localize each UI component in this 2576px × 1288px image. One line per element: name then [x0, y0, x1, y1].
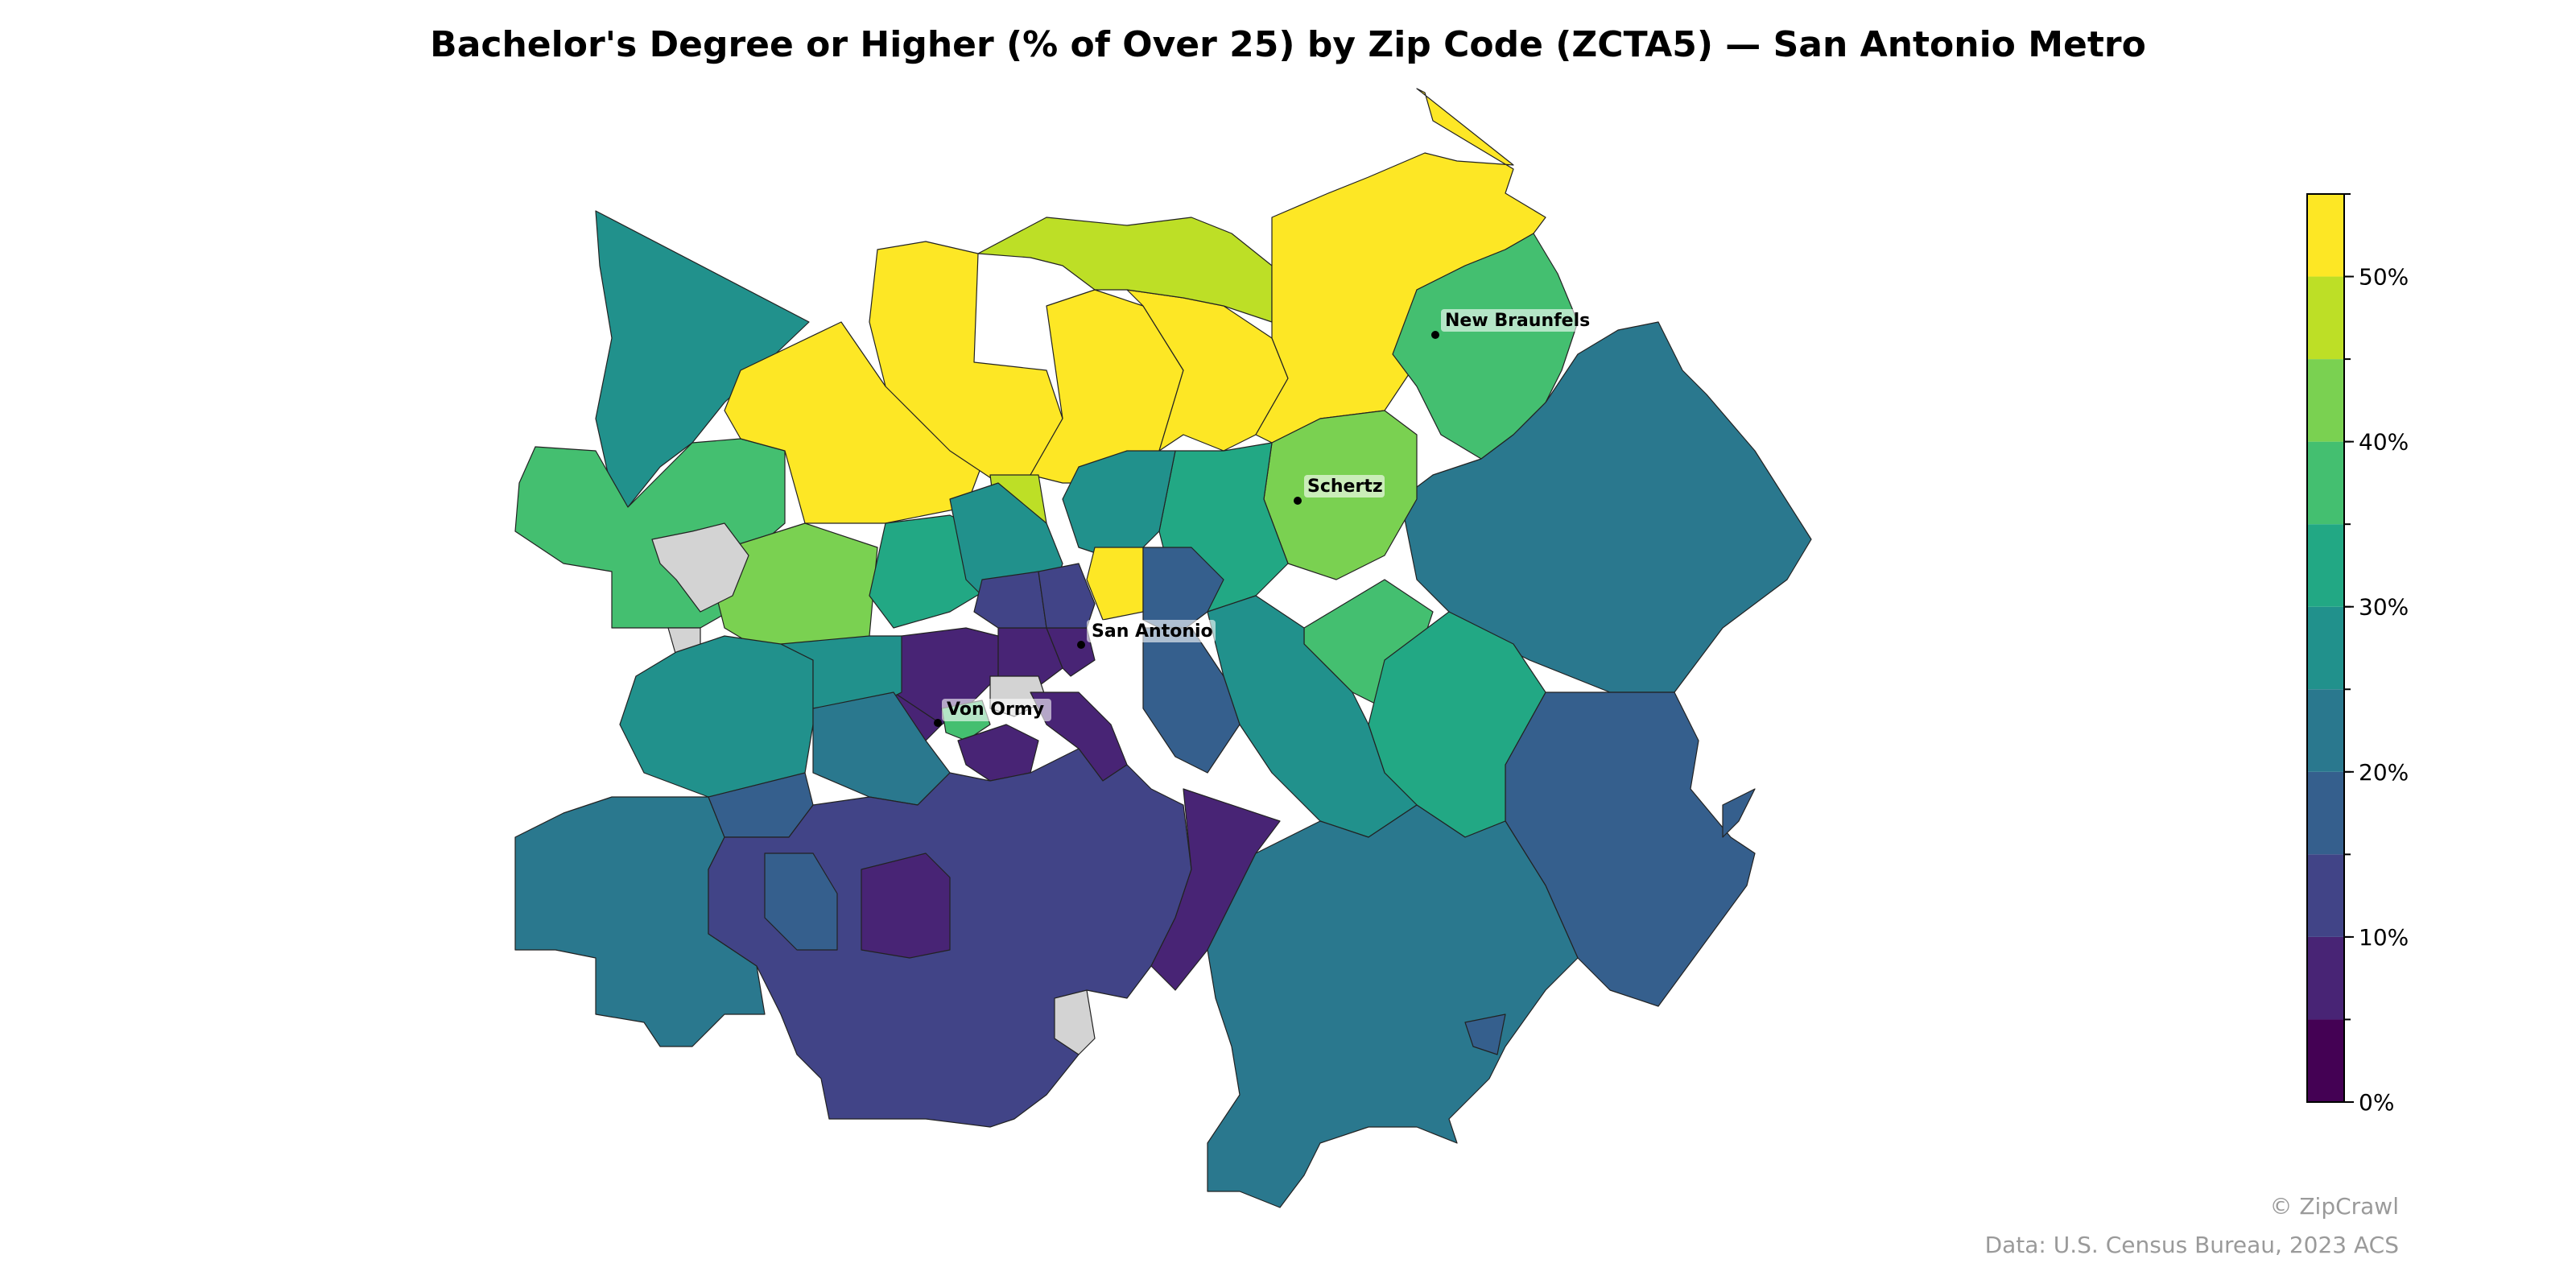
colorbar-bin	[2307, 606, 2344, 690]
colorbar-bin	[2307, 771, 2344, 855]
colorbar-ticks: 0% 10% 20% 30% 40% 50%	[2344, 193, 2409, 1116]
zip-region[interactable]	[1062, 450, 1176, 564]
city-schertz: Schertz	[1294, 475, 1385, 505]
zip-region[interactable]	[861, 852, 951, 959]
colorbar-tick-label: 20%	[2359, 759, 2409, 786]
city-new-braunfels: New Braunfels	[1431, 309, 1594, 339]
city-label-schertz: Schertz	[1307, 477, 1383, 497]
colorbar-bin	[2307, 524, 2344, 607]
city-marker-von-ormy	[934, 719, 942, 727]
colorbar-bin	[2307, 689, 2344, 772]
zip-region[interactable]	[1207, 595, 1418, 838]
zip-region[interactable]	[1722, 788, 1756, 838]
colorbar-tick-label: 0%	[2359, 1089, 2394, 1116]
city-marker-san-antonio	[1077, 641, 1085, 649]
colorbar-tick-label: 50%	[2359, 264, 2409, 291]
zip-region[interactable]	[1150, 788, 1281, 991]
city-san-antonio: San Antonio	[1077, 620, 1216, 649]
city-label-new-braunfels: New Braunfels	[1445, 311, 1590, 331]
city-marker-new-braunfels	[1431, 331, 1439, 339]
zip-region[interactable]	[973, 571, 1047, 629]
city-label-von-ormy: Von Ormy	[947, 700, 1044, 720]
zip-regions	[514, 88, 1812, 1208]
colorbar-bin	[2307, 441, 2344, 525]
zip-region[interactable]	[1086, 547, 1144, 621]
colorbar-bin	[2307, 359, 2344, 442]
zip-region-no-data	[651, 522, 749, 613]
credit-source: Data: U.S. Census Bureau, 2023 ACS	[1984, 1232, 2399, 1258]
zip-region[interactable]	[1207, 804, 1579, 1208]
colorbar-bin	[2307, 194, 2344, 277]
map-title: Bachelor's Degree or Higher (% of Over 2…	[430, 24, 2146, 65]
credit-brand: © ZipCrawl	[2269, 1193, 2399, 1220]
zip-region[interactable]	[514, 796, 766, 1047]
zip-region[interactable]	[977, 217, 1273, 323]
colorbar-bin	[2307, 1019, 2344, 1102]
zip-region[interactable]	[1400, 321, 1812, 693]
colorbar-tick-label: 40%	[2359, 429, 2409, 456]
zip-region[interactable]	[1392, 233, 1579, 460]
colorbar-frame	[2306, 193, 2345, 1103]
colorbar-bin	[2307, 854, 2344, 937]
colorbar-bin	[2307, 936, 2344, 1020]
colorbar-tick-label: 30%	[2359, 594, 2409, 621]
zip-region[interactable]	[1038, 563, 1096, 629]
city-label-san-antonio: San Antonio	[1092, 621, 1213, 642]
zip-region[interactable]	[724, 321, 991, 524]
city-markers: New Braunfels Schertz San Antonio Von Or…	[934, 309, 1594, 727]
colorbar-tick-label: 10%	[2359, 924, 2409, 951]
colorbar-legend: 0% 10% 20% 30% 40% 50%	[2306, 193, 2409, 1116]
zip-region[interactable]	[764, 852, 838, 951]
colorbar-bin	[2307, 276, 2344, 360]
zip-region[interactable]	[619, 635, 814, 798]
zip-region[interactable]	[1464, 1013, 1506, 1055]
colorbar-bins	[2307, 194, 2344, 1102]
city-marker-schertz	[1294, 497, 1302, 505]
city-von-ormy: Von Ormy	[934, 699, 1051, 727]
zip-region-no-data	[1054, 989, 1096, 1055]
